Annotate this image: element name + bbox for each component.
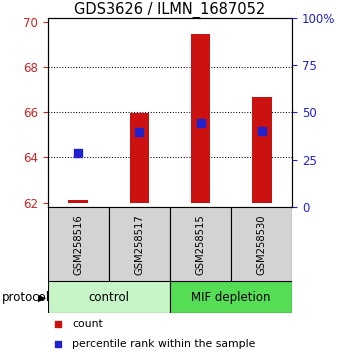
Bar xyxy=(48,207,109,281)
Bar xyxy=(252,97,272,202)
Text: GSM258515: GSM258515 xyxy=(195,214,206,275)
Bar xyxy=(170,207,231,281)
Bar xyxy=(130,113,149,202)
Title: GDS3626 / ILMN_1687052: GDS3626 / ILMN_1687052 xyxy=(74,1,266,18)
Bar xyxy=(231,207,292,281)
Bar xyxy=(170,281,292,313)
Text: ▶: ▶ xyxy=(38,292,46,302)
Text: control: control xyxy=(88,291,129,304)
Point xyxy=(55,341,61,347)
Point xyxy=(137,130,142,135)
Text: percentile rank within the sample: percentile rank within the sample xyxy=(72,339,256,349)
Point xyxy=(259,128,265,134)
Bar xyxy=(68,200,88,202)
Bar xyxy=(48,281,170,313)
Text: GSM258516: GSM258516 xyxy=(73,214,83,275)
Bar xyxy=(191,34,210,202)
Point xyxy=(198,120,203,126)
Point xyxy=(55,321,61,326)
Text: GSM258530: GSM258530 xyxy=(257,214,267,274)
Text: GSM258517: GSM258517 xyxy=(134,214,144,275)
Bar xyxy=(109,207,170,281)
Point xyxy=(75,150,81,155)
Text: count: count xyxy=(72,319,103,329)
Text: protocol: protocol xyxy=(2,291,50,304)
Text: MIF depletion: MIF depletion xyxy=(191,291,271,304)
